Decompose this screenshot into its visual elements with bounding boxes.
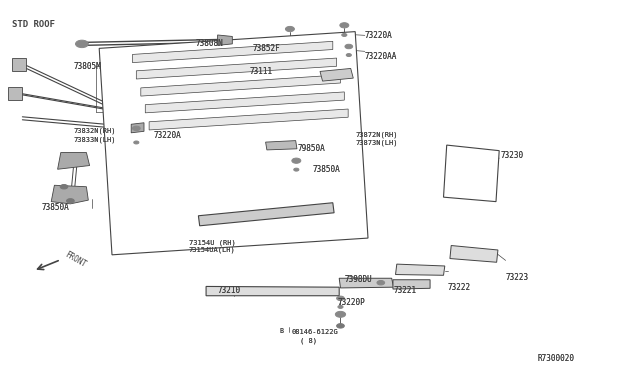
Text: 7398DU: 7398DU xyxy=(344,275,372,284)
Text: 73220A: 73220A xyxy=(365,31,392,40)
Text: 08146-6122G: 08146-6122G xyxy=(291,329,338,335)
Text: 73223: 73223 xyxy=(506,273,529,282)
Polygon shape xyxy=(145,92,344,113)
Polygon shape xyxy=(206,286,339,296)
Polygon shape xyxy=(58,153,90,169)
Text: 73805M: 73805M xyxy=(74,62,101,71)
Circle shape xyxy=(338,305,343,308)
Text: 79850A: 79850A xyxy=(298,144,325,153)
Circle shape xyxy=(60,185,68,189)
Text: 73220A: 73220A xyxy=(154,131,181,140)
Polygon shape xyxy=(339,278,394,288)
Text: 7398DU: 7398DU xyxy=(344,275,372,284)
Text: 73850A: 73850A xyxy=(312,165,340,174)
Text: 73220P: 73220P xyxy=(338,298,365,307)
Text: FRONT: FRONT xyxy=(63,250,87,269)
Text: 73833N(LH): 73833N(LH) xyxy=(74,136,116,143)
Polygon shape xyxy=(12,58,26,71)
Text: 73873N(LH): 73873N(LH) xyxy=(355,140,397,147)
Circle shape xyxy=(76,40,88,48)
Circle shape xyxy=(345,44,353,49)
Circle shape xyxy=(132,126,140,131)
Text: 73220AA: 73220AA xyxy=(365,52,397,61)
Text: 73230: 73230 xyxy=(500,151,524,160)
Circle shape xyxy=(340,23,349,28)
Polygon shape xyxy=(136,58,337,79)
Text: 08146-6122G: 08146-6122G xyxy=(291,329,338,335)
Polygon shape xyxy=(450,246,498,262)
Text: 73852F: 73852F xyxy=(253,44,280,53)
Text: 73230: 73230 xyxy=(500,151,524,160)
Text: ( 8): ( 8) xyxy=(300,337,317,344)
Text: 73808N: 73808N xyxy=(195,39,223,48)
Text: 73221: 73221 xyxy=(394,286,417,295)
Polygon shape xyxy=(131,123,144,133)
Text: 73111: 73111 xyxy=(250,67,273,76)
Text: 73808N: 73808N xyxy=(195,39,223,48)
Text: 73832N(RH): 73832N(RH) xyxy=(74,128,116,134)
Circle shape xyxy=(294,168,299,171)
Text: 73220A: 73220A xyxy=(154,131,181,140)
Polygon shape xyxy=(198,203,334,226)
Polygon shape xyxy=(396,264,445,275)
Text: 79850A: 79850A xyxy=(298,144,325,153)
Text: 73852F: 73852F xyxy=(253,44,280,53)
Polygon shape xyxy=(51,185,88,204)
Circle shape xyxy=(342,33,347,36)
Polygon shape xyxy=(8,87,22,100)
Polygon shape xyxy=(444,145,499,202)
Text: 73223: 73223 xyxy=(506,273,529,282)
Circle shape xyxy=(292,158,301,163)
Circle shape xyxy=(134,141,139,144)
Text: 73154UA(LH): 73154UA(LH) xyxy=(189,247,236,253)
Text: 73222: 73222 xyxy=(448,283,471,292)
Text: 73850A: 73850A xyxy=(312,165,340,174)
Text: 73872N(RH): 73872N(RH) xyxy=(355,131,397,138)
Text: ( 8): ( 8) xyxy=(300,337,317,344)
Polygon shape xyxy=(141,75,340,96)
Text: 73872N(RH): 73872N(RH) xyxy=(355,131,397,138)
Circle shape xyxy=(346,54,351,57)
Polygon shape xyxy=(218,35,232,45)
Circle shape xyxy=(337,296,344,301)
Circle shape xyxy=(285,26,294,32)
Text: 73111: 73111 xyxy=(250,67,273,76)
Polygon shape xyxy=(266,141,297,150)
Text: 73221: 73221 xyxy=(394,286,417,295)
Polygon shape xyxy=(149,109,348,130)
Text: 73210: 73210 xyxy=(218,286,241,295)
Text: 73873N(LH): 73873N(LH) xyxy=(355,140,397,147)
Polygon shape xyxy=(320,68,353,81)
Polygon shape xyxy=(393,280,430,289)
Text: 73850A: 73850A xyxy=(42,203,69,212)
Circle shape xyxy=(377,280,385,285)
Text: 73154U (RH): 73154U (RH) xyxy=(189,239,236,246)
Text: STD ROOF: STD ROOF xyxy=(12,20,54,29)
Polygon shape xyxy=(132,41,333,62)
Text: 73805M: 73805M xyxy=(74,62,101,71)
Text: 73220A: 73220A xyxy=(365,31,392,40)
Text: B: B xyxy=(280,328,284,334)
Text: 73833N(LH): 73833N(LH) xyxy=(74,136,116,143)
Circle shape xyxy=(337,324,344,328)
Text: R7300020: R7300020 xyxy=(538,355,575,363)
Text: 73220P: 73220P xyxy=(338,298,365,307)
Text: 73222: 73222 xyxy=(448,283,471,292)
Text: 73832N(RH): 73832N(RH) xyxy=(74,128,116,134)
Text: 73154U (RH): 73154U (RH) xyxy=(189,239,236,246)
Text: 73850A: 73850A xyxy=(42,203,69,212)
Text: 73210: 73210 xyxy=(218,286,241,295)
Text: 73220AA: 73220AA xyxy=(365,52,397,61)
Polygon shape xyxy=(99,32,368,255)
Circle shape xyxy=(335,311,346,317)
Text: 73154UA(LH): 73154UA(LH) xyxy=(189,247,236,253)
Text: R7300020: R7300020 xyxy=(538,355,575,363)
Circle shape xyxy=(67,199,74,203)
